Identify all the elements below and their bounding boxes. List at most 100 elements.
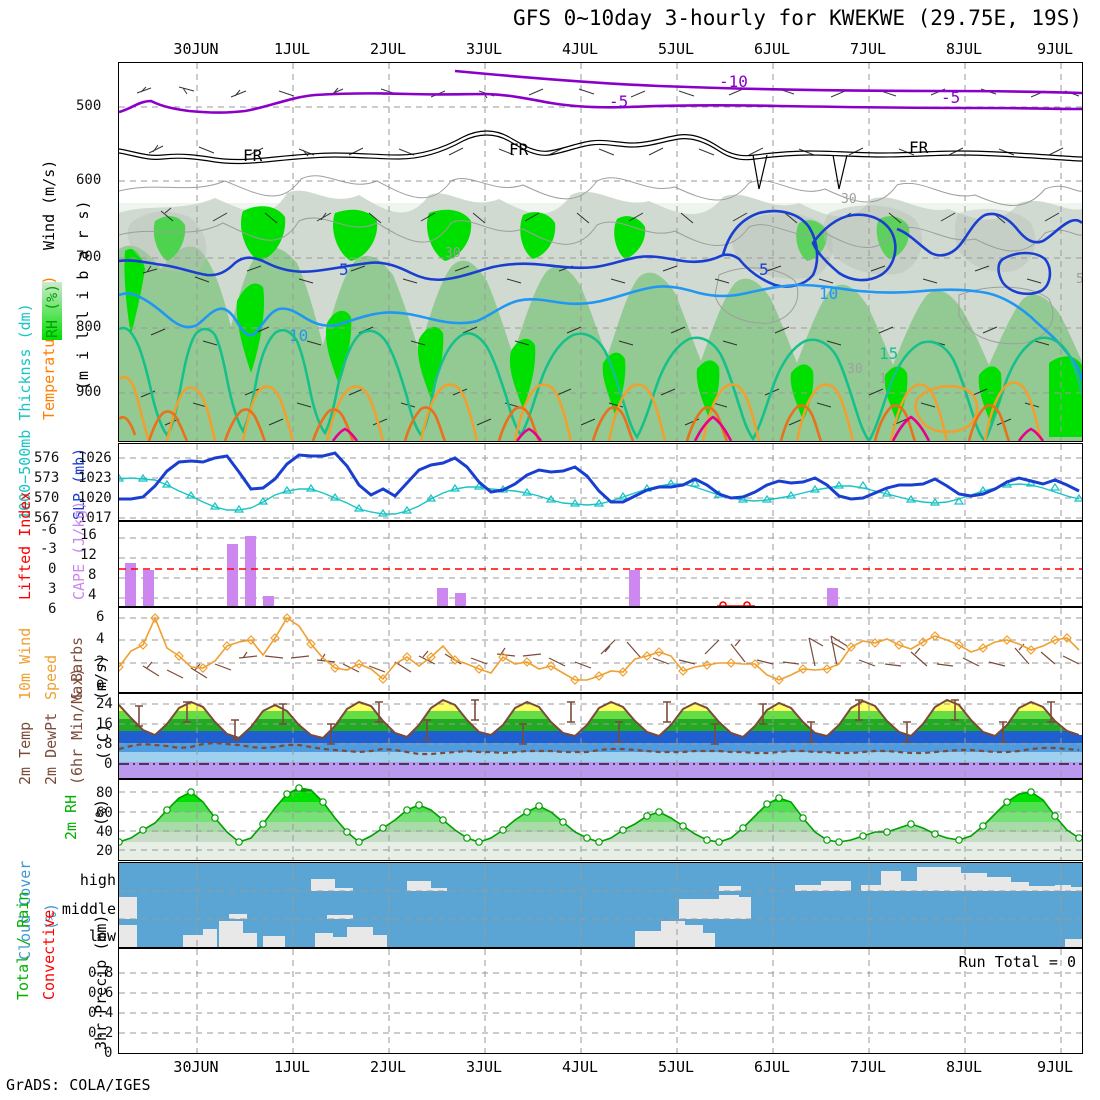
li-ylabel: Lifted Index	[16, 491, 34, 600]
wind10m-ytick-2: 2	[96, 654, 105, 670]
slp-ytick-1020: 1020	[78, 490, 112, 506]
upper-ytick-900: 900	[76, 384, 102, 400]
cape-ytick-16: 16	[80, 527, 97, 543]
isotherm-label-minus10: -10	[719, 72, 748, 91]
isotherm-10	[119, 283, 1082, 382]
temp2m-ytick-24: 24	[96, 696, 113, 712]
isotherm-25	[119, 404, 1011, 441]
isotherm-minus10	[454, 69, 1082, 95]
rh-shading: 30 30 30 50 1	[119, 175, 1082, 441]
precip-legend-total: Total / Rain	[14, 891, 32, 1000]
rh2m-ytick-60: 60	[96, 805, 113, 821]
upper-air-panel[interactable]: 30 30 30 50 1	[118, 62, 1083, 442]
slp-line	[119, 451, 1080, 504]
rh2m-ytick-80: 80	[96, 785, 113, 801]
temp2m-ytick-8: 8	[104, 736, 113, 752]
upper-grid-vertical	[196, 63, 1062, 441]
run-total-label: Run Total = 0	[958, 953, 1076, 971]
thickness-ytick-576: 576	[34, 450, 60, 466]
wind10m-ytick-0: 0	[96, 678, 105, 694]
li-cape-chart	[119, 522, 1082, 606]
bottom-day-label-0: 30JUN	[173, 1058, 219, 1076]
thickness-slp-panel[interactable]	[118, 443, 1083, 521]
precip-ytick-08: 0.8	[88, 965, 114, 981]
top-day-label-5: 5JUL	[657, 40, 695, 58]
upper-ytick-500: 500	[76, 98, 102, 114]
isotherm-5	[119, 209, 1082, 296]
wind-barbs-10m	[142, 635, 1080, 679]
top-day-label-1: 1JUL	[273, 40, 311, 58]
thickness-ylabel: 1000−500mb Thicknss (dm)	[16, 303, 34, 520]
wind10m-panel[interactable]	[118, 607, 1083, 693]
slp-ytick-1017: 1017	[78, 510, 112, 526]
wind10m-ylabel-b: Speed	[42, 654, 60, 700]
isotherm-label-minus5a: -5	[609, 92, 628, 111]
upper-wind-barbs	[136, 86, 1080, 426]
rh-contour-label-50: 50	[1076, 272, 1082, 287]
isotherm-label-minus5b: -5	[941, 88, 960, 107]
precip-legend-convective: Convective	[40, 909, 58, 1000]
li-cape-panel[interactable]	[118, 521, 1083, 607]
bottom-day-label-2: 2JUL	[369, 1058, 407, 1076]
temp2m-ylabel-a: 2m Temp	[16, 721, 34, 785]
li-ytick-3: 3	[48, 581, 57, 597]
upper-ytick-800: 800	[76, 319, 102, 335]
rh-contour-label-1: 1	[879, 372, 887, 387]
precip-ytick-0: 0	[104, 1045, 113, 1061]
top-day-label-8: 8JUL	[945, 40, 983, 58]
cloud-bars	[119, 867, 1082, 947]
bottom-day-label-7: 7JUL	[849, 1058, 887, 1076]
precip-chart	[119, 949, 1082, 1053]
precip-ytick-06: 0.6	[88, 985, 114, 1001]
rh2m-panel[interactable]	[118, 779, 1083, 861]
li-ytick-0: 0	[48, 561, 57, 577]
cape-ytick-8: 8	[88, 567, 97, 583]
wind-speed-markers	[119, 613, 1072, 685]
cloud-row-label-low: low	[88, 927, 116, 945]
lifted-index-line	[717, 601, 755, 606]
temp2m-ylabel-c: (6hr Min/Max)	[68, 667, 86, 785]
thickness-line	[119, 477, 1080, 515]
upper-ylabel-millibars: (m i l l i b a r s)	[74, 199, 92, 390]
top-day-label-6: 6JUL	[753, 40, 791, 58]
rh-contour-label-30: 30	[445, 246, 461, 261]
cloud-cover-panel[interactable]	[118, 862, 1083, 948]
isotherm-minus5	[119, 92, 1082, 114]
wind-speed-line	[119, 615, 1080, 681]
slp-ytick-1023: 1023	[78, 470, 112, 486]
li-ytick-neg6: -6	[40, 522, 57, 538]
fr-label-3: FR	[909, 138, 929, 157]
top-day-label-0: 30JUN	[173, 40, 219, 58]
cape-ytick-4: 4	[88, 587, 97, 603]
temp2m-ylabel-b: 2m DewPt	[42, 712, 60, 785]
rh2m-chart	[119, 780, 1082, 860]
upper-ytick-700: 700	[76, 249, 102, 265]
cloud-row-label-high: high	[79, 871, 116, 889]
thickness-slp-chart	[119, 444, 1082, 520]
thickness-ytick-567: 567	[34, 510, 60, 526]
wind10m-ylabel-a: 10m Wind	[16, 627, 34, 700]
isotherm-20	[119, 375, 1043, 441]
cape-ytick-12: 12	[80, 547, 97, 563]
thickness-ytick-570: 570	[34, 490, 60, 506]
temp2m-ytick-16: 16	[96, 716, 113, 732]
temp2m-minmax-bars	[135, 699, 1055, 745]
footer-attribution: GrADS: COLA/IGES	[6, 1076, 151, 1094]
isotherm-label-10b: 10	[819, 284, 838, 303]
top-day-label-3: 3JUL	[465, 40, 503, 58]
rh2m-ytick-40: 40	[96, 824, 113, 840]
precip-panel[interactable]: Run Total = 0	[118, 948, 1083, 1054]
wind10m-chart	[119, 608, 1082, 692]
bottom-day-label-4: 4JUL	[561, 1058, 599, 1076]
bottom-day-label-5: 5JUL	[657, 1058, 695, 1076]
rh-contour-label-30b: 30	[841, 192, 857, 207]
cloud-row-label-middle: middle	[61, 900, 116, 918]
top-day-label-2: 2JUL	[369, 40, 407, 58]
upper-ylabel-wind: Wind (m/s)	[40, 159, 58, 250]
isotherm-label-5b: 5	[759, 260, 769, 279]
rh2m-markers	[119, 784, 1082, 846]
freezing-level	[119, 130, 1082, 190]
temp2m-line	[119, 698, 1080, 740]
top-day-label-7: 7JUL	[849, 40, 887, 58]
temp2m-panel[interactable]	[118, 693, 1083, 779]
